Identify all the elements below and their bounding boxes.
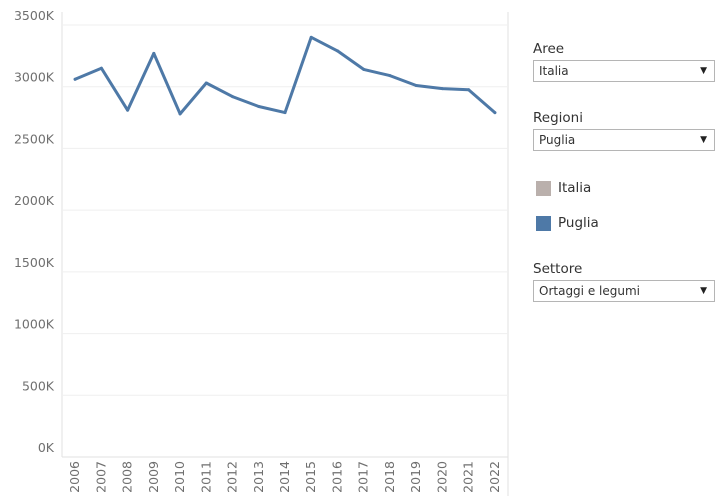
data-point[interactable] <box>231 95 235 99</box>
data-point[interactable] <box>204 81 208 85</box>
aree-dropdown-value: Italia <box>539 64 569 78</box>
y-tick-label: 500K <box>22 378 55 393</box>
data-point[interactable] <box>414 83 418 87</box>
x-axis: 2006 2007 2008 2009 2010 2011 2012 2013 2014 2015… <box>67 461 502 493</box>
y-tick-label: 1000K <box>14 317 55 332</box>
settore-dropdown[interactable]: Ortaggi e legumi ▼ <box>533 280 715 302</box>
legend-item-italia[interactable]: Italia <box>536 180 591 196</box>
y-tick-label: 3000K <box>14 70 55 85</box>
data-point[interactable] <box>467 88 471 92</box>
data-point[interactable] <box>335 49 339 53</box>
data-point[interactable] <box>388 74 392 78</box>
y-tick-label: 2500K <box>14 131 55 146</box>
x-tick-label: 2017 <box>356 461 371 493</box>
data-point[interactable] <box>257 104 261 108</box>
y-tick-label: 3500K <box>14 8 55 23</box>
data-point[interactable] <box>178 112 182 116</box>
x-tick-label: 2007 <box>93 461 108 493</box>
x-tick-label: 2021 <box>461 461 476 493</box>
legend-label-puglia: Puglia <box>558 215 599 231</box>
x-tick-label: 2011 <box>198 461 213 493</box>
x-tick-label: 2018 <box>382 461 397 493</box>
chevron-down-icon: ▼ <box>700 286 707 296</box>
x-tick-label: 2014 <box>277 461 292 493</box>
legend-swatch-puglia <box>536 215 551 231</box>
data-point[interactable] <box>126 108 130 112</box>
x-tick-label: 2006 <box>67 461 82 493</box>
filter-settore-label: Settore <box>533 261 583 277</box>
series-line-puglia[interactable] <box>73 35 497 116</box>
aree-dropdown[interactable]: Italia ▼ <box>533 60 715 82</box>
chevron-down-icon: ▼ <box>700 66 707 76</box>
y-tick-label: 0K <box>38 440 55 455</box>
y-tick-label: 1500K <box>14 255 55 270</box>
data-point[interactable] <box>440 87 444 91</box>
y-tick-label: 2000K <box>14 193 55 208</box>
x-tick-label: 2013 <box>251 461 266 493</box>
x-tick-label: 2016 <box>329 461 344 493</box>
data-point[interactable] <box>283 111 287 115</box>
x-tick-label: 2022 <box>487 461 502 493</box>
data-point[interactable] <box>99 66 103 70</box>
legend-item-puglia[interactable]: Puglia <box>536 215 599 231</box>
x-tick-label: 2009 <box>146 461 161 493</box>
filter-aree: Aree Italia ▼ <box>533 41 715 82</box>
x-tick-label: 2019 <box>408 461 423 493</box>
gridlines <box>61 12 509 496</box>
legend-label-italia: Italia <box>558 180 592 196</box>
data-point[interactable] <box>309 35 313 39</box>
filter-regioni: Regioni Puglia ▼ <box>533 110 715 151</box>
data-point[interactable] <box>493 111 497 115</box>
legend-swatch-italia <box>536 180 551 196</box>
data-point[interactable] <box>152 51 156 55</box>
line-chart: 0K 500K 1000K 1500K 2000K 2500K 3000K 3500K 200… <box>14 8 509 496</box>
settore-dropdown-value: Ortaggi e legumi <box>539 284 640 298</box>
regioni-dropdown[interactable]: Puglia ▼ <box>533 129 715 151</box>
series-lines <box>73 35 497 116</box>
data-point[interactable] <box>362 67 366 71</box>
x-tick-label: 2015 <box>303 461 318 493</box>
filter-regioni-label: Regioni <box>533 110 583 126</box>
data-point[interactable] <box>73 77 77 81</box>
x-tick-label: 2020 <box>434 461 449 493</box>
y-axis: 0K 500K 1000K 1500K 2000K 2500K 3000K 3500K <box>14 8 55 455</box>
x-tick-label: 2010 <box>172 461 187 493</box>
regioni-dropdown-value: Puglia <box>539 133 576 147</box>
filter-settore: Settore Ortaggi e legumi ▼ <box>533 261 715 302</box>
chevron-down-icon: ▼ <box>700 135 707 145</box>
x-tick-label: 2012 <box>225 461 240 493</box>
x-tick-label: 2008 <box>120 461 135 493</box>
filter-aree-label: Aree <box>533 41 565 57</box>
